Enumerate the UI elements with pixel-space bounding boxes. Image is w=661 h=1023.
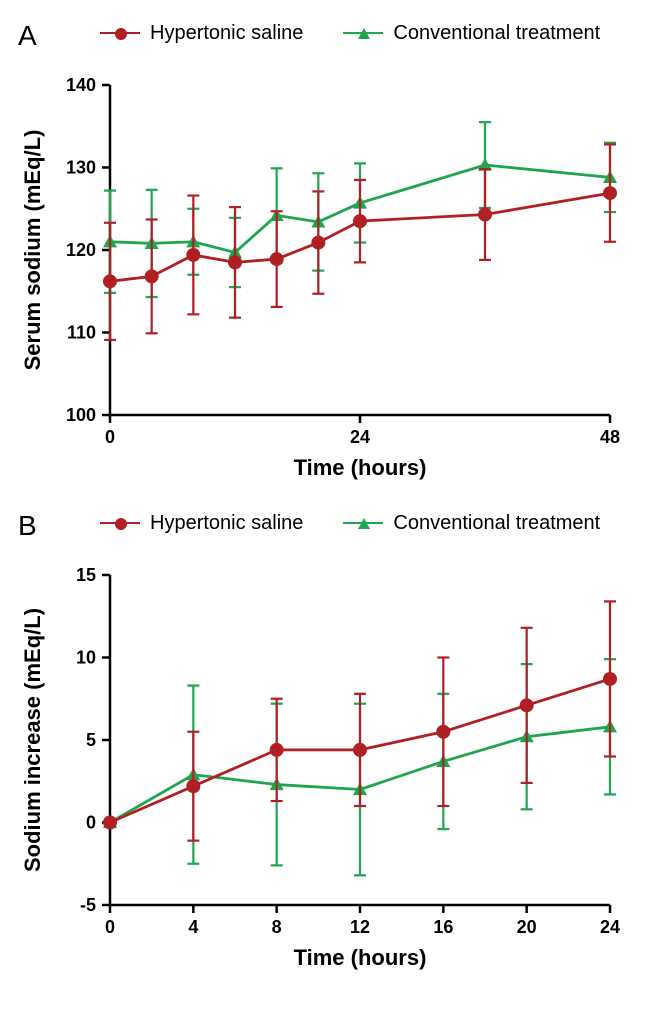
figure-container: A Hypertonic saline Conventional treatme… <box>0 0 661 1023</box>
chart-a: 100 110 120 130 140 0 24 48 Time (hours) Serum so… <box>0 55 661 485</box>
svg-text:Time (hours): Time (hours) <box>294 455 427 480</box>
svg-text:Time (hours): Time (hours) <box>294 945 427 970</box>
svg-text:10: 10 <box>76 648 96 668</box>
svg-text:20: 20 <box>517 917 537 937</box>
svg-text:24: 24 <box>350 427 370 447</box>
svg-text:8: 8 <box>272 917 282 937</box>
svg-text:48: 48 <box>600 427 620 447</box>
legend-label: Hypertonic saline <box>150 22 303 45</box>
svg-text:0: 0 <box>105 427 115 447</box>
legend-item-conventional: Conventional treatment <box>343 512 600 535</box>
legend-label: Conventional treatment <box>393 22 600 45</box>
panel-b-label: B <box>18 510 37 542</box>
svg-text:0: 0 <box>86 813 96 833</box>
svg-text:Serum sodium (mEq/L): Serum sodium (mEq/L) <box>20 130 45 371</box>
svg-text:Sodium increase (mEq/L): Sodium increase (mEq/L) <box>20 608 45 872</box>
legend-item-conventional: Conventional treatment <box>343 22 600 45</box>
svg-text:4: 4 <box>188 917 198 937</box>
svg-text:100: 100 <box>66 405 96 425</box>
svg-text:24: 24 <box>600 917 620 937</box>
svg-text:140: 140 <box>66 75 96 95</box>
chart-b: -5 0 5 10 15 0 4 8 12 16 20 24 Time (hours) Sodium in… <box>0 545 661 995</box>
svg-text:16: 16 <box>433 917 453 937</box>
svg-text:0: 0 <box>105 917 115 937</box>
legend-label: Hypertonic saline <box>150 512 303 535</box>
svg-text:-5: -5 <box>80 895 96 915</box>
legend-item-hypertonic: Hypertonic saline <box>100 512 303 535</box>
legend-item-hypertonic: Hypertonic saline <box>100 22 303 45</box>
svg-text:5: 5 <box>86 730 96 750</box>
panel-a-legend: Hypertonic saline Conventional treatment <box>100 22 600 45</box>
legend-label: Conventional treatment <box>393 512 600 535</box>
svg-text:12: 12 <box>350 917 370 937</box>
panel-a-label: A <box>18 20 37 52</box>
svg-text:15: 15 <box>76 565 96 585</box>
svg-text:110: 110 <box>67 323 96 343</box>
svg-text:120: 120 <box>66 240 96 260</box>
panel-b-legend: Hypertonic saline Conventional treatment <box>100 512 600 535</box>
svg-text:130: 130 <box>66 158 96 178</box>
